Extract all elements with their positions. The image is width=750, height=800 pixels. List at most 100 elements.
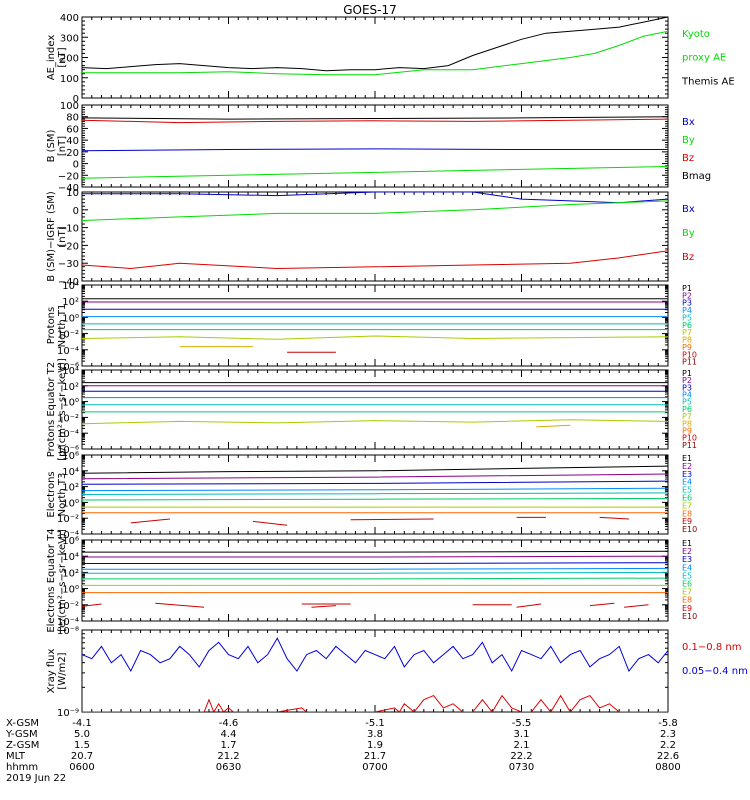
series-line <box>82 550 668 553</box>
panel-frame <box>81 191 669 282</box>
x-axis-value: 22.6 <box>657 751 679 762</box>
x-axis-value: 20.7 <box>71 751 93 762</box>
y-tick-label: 80 <box>66 113 79 124</box>
x-axis-value: 4.4 <box>221 729 237 740</box>
series-line <box>82 571 668 574</box>
y-axis-label: Electrons Equator T4[e/(cm²−s−sr−keV)] <box>46 528 68 632</box>
legend-entry: E5 <box>682 486 692 495</box>
x-axis-value: 1.5 <box>74 740 90 751</box>
y-tick-label: 10⁻² <box>57 413 79 424</box>
y-tick-label: 10⁶ <box>62 451 79 462</box>
legend-entry: E9 <box>682 517 692 526</box>
y-tick-label: −40 <box>58 277 79 288</box>
legend-entry: E7 <box>682 501 692 510</box>
legend-entry: P4 <box>682 306 692 315</box>
series-line <box>82 497 668 501</box>
x-axis-value: 22.2 <box>510 751 532 762</box>
y-tick-label: 10⁻² <box>57 601 79 612</box>
series-line <box>536 424 571 428</box>
y-tick-label: 10⁻⁴ <box>57 346 79 357</box>
series-line <box>589 602 615 607</box>
x-axis-value: 2.3 <box>660 729 676 740</box>
series-line <box>82 694 668 712</box>
x-axis-value: 2.1 <box>514 740 530 751</box>
y-tick-label: 300 <box>60 33 79 44</box>
legend-entry: E3 <box>682 470 692 479</box>
x-axis-value: 2.2 <box>660 740 676 751</box>
y-tick-label: 10 <box>66 188 79 199</box>
y-tick-label: 10² <box>62 483 79 494</box>
series-line <box>82 30 668 76</box>
x-axis-value: 0630 <box>216 762 241 773</box>
x-axis-value: 21.2 <box>217 751 239 762</box>
legend-entry: Themis AE <box>681 76 735 87</box>
y-tick-label: −30 <box>58 259 79 270</box>
x-axis-value: 1.7 <box>221 740 237 751</box>
legend-entry: E2 <box>682 462 692 471</box>
y-tick-label: 400 <box>60 13 79 24</box>
x-axis-value: -4.6 <box>219 718 239 729</box>
legend-entry: P7 <box>682 328 692 337</box>
series-line <box>82 603 102 607</box>
series-line <box>350 518 434 521</box>
y-axis-label: B (SM)[nT] <box>46 129 68 162</box>
x-axis-value: 3.1 <box>514 729 530 740</box>
legend-entry: P11 <box>682 441 697 450</box>
x-axis-row-label: hhmm <box>6 762 38 773</box>
x-axis-row-label: Z-GSM <box>6 740 39 751</box>
series-line <box>82 118 668 124</box>
legend-entry: E3 <box>682 555 692 564</box>
y-tick-label: 10⁻⁹ <box>57 708 79 719</box>
series-line <box>82 492 668 495</box>
y-tick-label: 10⁻² <box>57 330 79 341</box>
legend-entry: Kyoto <box>682 29 710 40</box>
legend-entry: By <box>682 228 695 239</box>
y-tick-label: 20 <box>66 148 79 159</box>
series-line <box>82 116 668 120</box>
series-line <box>82 250 668 270</box>
legend-entry: Bx <box>682 117 695 128</box>
legend-entry: 0.05−0.4 nm <box>682 666 748 677</box>
legend-entry: P1 <box>682 284 692 293</box>
x-axis-value: 3.8 <box>367 729 383 740</box>
legend-entry: P8 <box>682 419 692 428</box>
y-axis-label: B (SM)−IGRF (SM)[nT] <box>46 191 68 282</box>
y-axis-label: Xray flux[W/m2] <box>46 649 68 694</box>
series-line <box>82 166 668 179</box>
legend-entry: Bmag <box>682 171 711 182</box>
date-label: 2019 Jun 22 <box>6 773 66 784</box>
panel-4: 10⁻⁶ 10⁻⁴ 10⁻² 10⁰ 10² 10⁴ ProtonsNorth T1 P1P2… <box>46 281 697 373</box>
panel-1: 0 100 200 300 400 AE_index[nT] Kyoto proxy AE Th… <box>46 13 735 105</box>
legend-entry: Bz <box>682 252 694 263</box>
y-tick-label: 10⁻⁴ <box>57 617 79 628</box>
y-axis-label: ProtonsNorth T1 <box>46 304 68 348</box>
legend-entry: P2 <box>682 376 692 385</box>
legend-entry: E9 <box>682 604 692 613</box>
x-axis-value: -5.5 <box>512 718 532 729</box>
y-tick-label: 10⁻⁴ <box>57 530 79 541</box>
legend-entry: P9 <box>682 343 692 352</box>
series-line <box>82 480 668 485</box>
legend-entry: proxy AE <box>682 53 726 64</box>
series-line <box>516 603 542 608</box>
y-tick-label: 10⁻⁴ <box>57 429 79 440</box>
legend-entry: E1 <box>682 454 692 463</box>
y-tick-label: 10⁻⁶ <box>57 362 79 373</box>
y-tick-label: −10 <box>58 224 79 235</box>
panel-3: −40 −30 −20 −10 0 10B (SM)−IGRF (SM)[nT] Bx By B… <box>46 188 695 288</box>
y-tick-label: −20 <box>58 171 79 182</box>
x-axis-value: 0700 <box>362 762 387 773</box>
panel-frame <box>81 369 669 450</box>
y-tick-label: 10⁻⁶ <box>57 445 79 456</box>
y-tick-label: 10² <box>62 568 79 579</box>
x-axis-table: X-GSM -4.1 -4.6 -5.1 -5.5 -5.8 Y-GSM 5.0 4.4 3.8 3… <box>5 718 681 784</box>
panel-frame <box>81 284 669 367</box>
legend-entry: P10 <box>682 350 697 359</box>
panel-8: 10⁻⁹ 10⁻⁸ Xray flux[W/m2] 0.1−0.8 nm 0.05−0.… <box>46 626 748 719</box>
y-tick-label: 0 <box>73 160 79 171</box>
y-tick-label: 10² <box>62 297 79 308</box>
